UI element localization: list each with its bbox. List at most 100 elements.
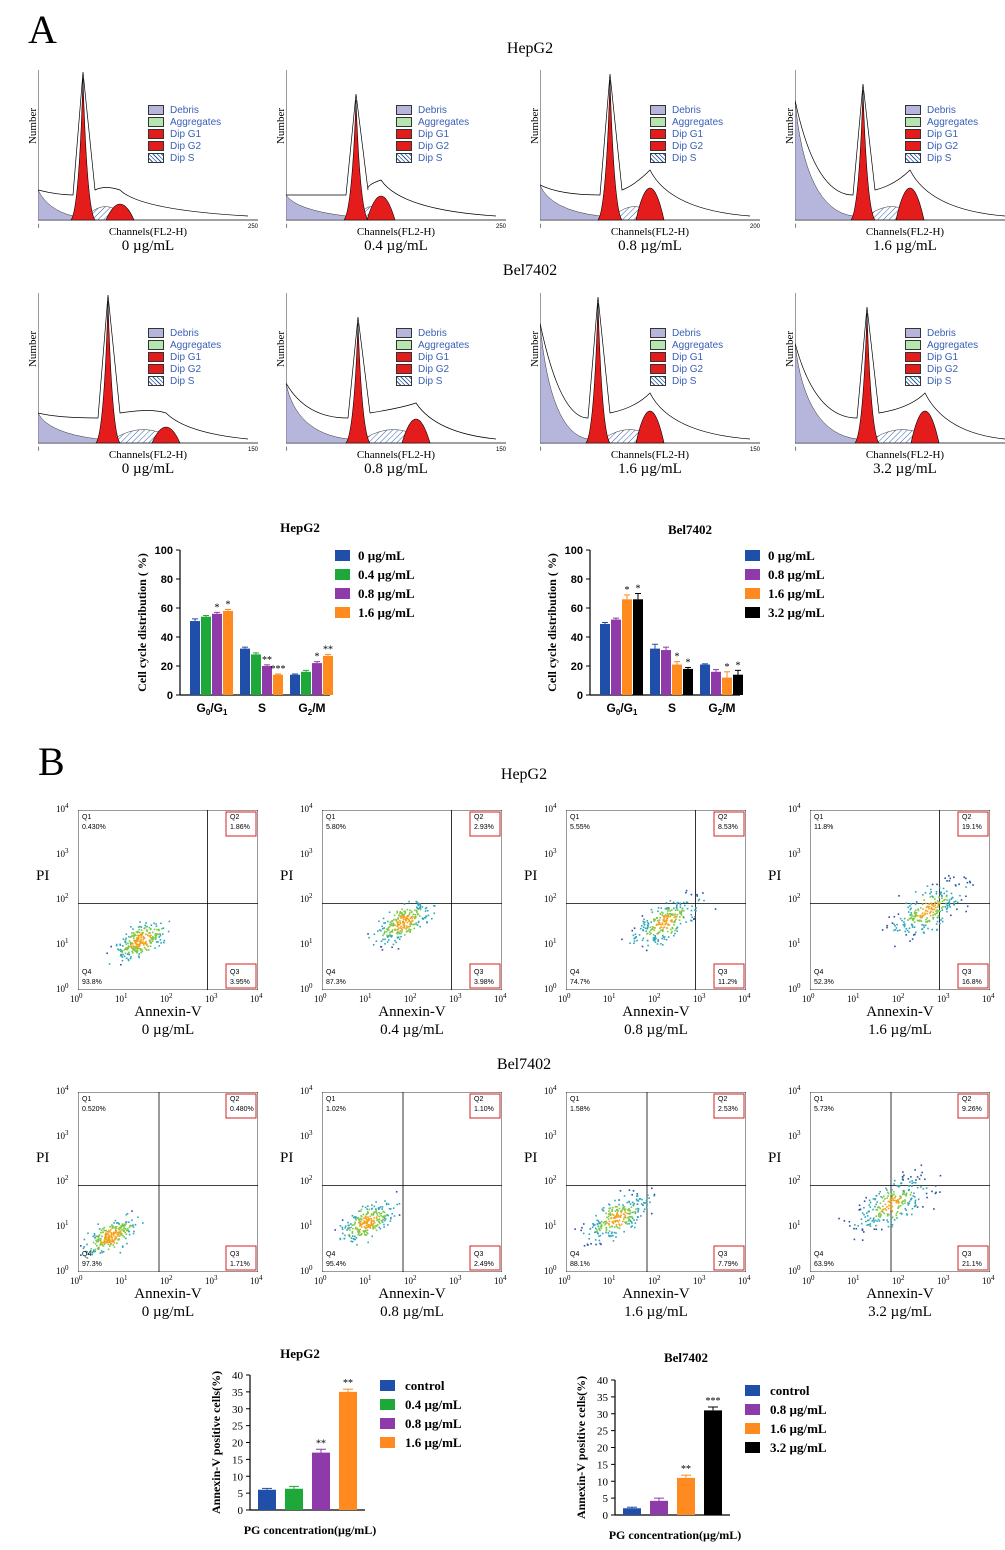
tick-base: 10 <box>847 994 856 1004</box>
tick-base: 10 <box>788 984 797 994</box>
x-tick-label: 101 <box>359 992 372 1004</box>
y-tick-label: 102 <box>300 892 313 904</box>
tick-base: 10 <box>544 984 553 994</box>
y-tick-label: 101 <box>788 1219 801 1231</box>
svg-text:150: 150 <box>496 447 507 453</box>
y-tick-label: 100 <box>788 1264 801 1276</box>
legend-item: Dip G1 <box>905 129 978 141</box>
tick-base: 10 <box>205 994 214 1004</box>
legend-label: Dip S <box>170 376 195 387</box>
legend-label: 0 µg/mL <box>358 548 405 563</box>
tick-base: 10 <box>892 994 901 1004</box>
tick-exponent: 2 <box>169 992 173 1000</box>
y-tick-label: 10 <box>597 1476 609 1488</box>
quadrant-name: Q1 <box>570 814 579 821</box>
quadrant-name: Q4 <box>814 1251 823 1258</box>
tick-exponent: 0 <box>553 1264 557 1272</box>
x-tick-label: 104 <box>982 1274 995 1286</box>
x-tick-label: 100 <box>70 1274 83 1286</box>
tick-base: 10 <box>802 1276 811 1286</box>
legend-label: Dip G1 <box>672 129 704 140</box>
legend-item: Aggregates <box>148 117 221 129</box>
legend-item: Aggregates <box>650 117 723 129</box>
svg-text:250: 250 <box>496 224 507 230</box>
tick-exponent: 4 <box>309 802 313 810</box>
y-axis-label: PI <box>280 868 294 884</box>
tick-exponent: 0 <box>309 1264 313 1272</box>
legend-swatch <box>745 1385 760 1396</box>
tick-exponent: 3 <box>65 1129 69 1137</box>
legend-swatch <box>905 117 921 128</box>
tick-base: 10 <box>250 1276 259 1286</box>
legend-swatch <box>650 376 666 387</box>
significance-mark: ** <box>343 1378 353 1389</box>
panel-letter-b: B <box>38 739 65 784</box>
flow-scatter-plot: Q1 5.55% Q2 8.53% Q3 11.2% Q4 74.7% <box>566 810 746 990</box>
bar <box>711 671 721 695</box>
legend-label: Debris <box>927 328 956 339</box>
tick-base: 10 <box>300 1131 309 1141</box>
tick-base: 10 <box>544 1131 553 1141</box>
y-tick-label: 35 <box>232 1387 244 1399</box>
bar <box>623 1508 641 1515</box>
tick-base: 10 <box>449 1276 458 1286</box>
y-tick-label: 5 <box>603 1493 609 1505</box>
x-tick-label: 100 <box>314 992 327 1004</box>
tick-base: 10 <box>544 894 553 904</box>
x-axis-label: Annexin-V <box>622 1004 690 1020</box>
histogram-legend: Debris Aggregates Dip G1 Dip G2 Dip S <box>905 105 978 165</box>
y-tick-label: 103 <box>544 1129 557 1141</box>
tick-base: 10 <box>788 939 797 949</box>
legend-swatch <box>148 117 164 128</box>
y-axis-label: Annexin-V positive cells(%) <box>574 1376 588 1519</box>
y-tick-label: 103 <box>788 1129 801 1141</box>
histogram-legend: Debris Aggregates Dip G1 Dip G2 Dip S <box>650 105 723 165</box>
concentration-caption: 3.2 µg/mL <box>873 461 937 477</box>
legend-swatch <box>745 588 760 599</box>
tick-exponent: 1 <box>612 992 616 1000</box>
bar <box>600 623 610 695</box>
legend-swatch <box>380 1380 395 1391</box>
x-axis-label: Channels(FL2-H) <box>610 449 690 461</box>
quadrant-name: Q1 <box>570 1096 579 1103</box>
y-tick-label: 104 <box>56 1084 69 1096</box>
tick-exponent: 3 <box>309 847 313 855</box>
tick-base: 10 <box>788 894 797 904</box>
tick-exponent: 0 <box>79 1274 83 1282</box>
legend-swatch <box>650 117 666 128</box>
tick-exponent: 1 <box>612 1274 616 1282</box>
x-tick-label: 104 <box>494 1274 507 1286</box>
legend-swatch <box>148 340 164 351</box>
legend-label: Debris <box>927 105 956 116</box>
y-tick-label: 104 <box>300 1084 313 1096</box>
histogram-plot: 0 150 <box>540 293 761 453</box>
bar <box>190 621 200 695</box>
legend-swatch <box>396 105 412 116</box>
legend-swatch <box>148 105 164 116</box>
y-axis-label: Number <box>529 330 541 368</box>
tick-base: 10 <box>788 1176 797 1186</box>
tick-base: 10 <box>300 849 309 859</box>
y-tick-label: 104 <box>544 1084 557 1096</box>
tick-exponent: 4 <box>259 992 263 1000</box>
x-tick-label: 103 <box>937 1274 950 1286</box>
y-tick-label: 0 <box>167 690 173 702</box>
legend-swatch <box>745 550 760 561</box>
tick-exponent: 1 <box>553 1219 557 1227</box>
quadrant-name: Q2 <box>962 1096 971 1103</box>
tick-exponent: 1 <box>65 937 69 945</box>
y-axis-label: PI <box>36 868 50 884</box>
x-tick-label: 103 <box>449 1274 462 1286</box>
quadrant-percentage: 2.53% <box>718 1106 738 1113</box>
quadrant-name: Q2 <box>230 1096 239 1103</box>
tick-exponent: 4 <box>991 1274 995 1282</box>
legend-label: Dip S <box>170 153 195 164</box>
tick-exponent: 3 <box>553 1129 557 1137</box>
y-tick-label: 20 <box>232 1438 244 1450</box>
quadrant-name: Q2 <box>230 814 239 821</box>
x-axis-label: Channels(FL2-H) <box>865 449 945 461</box>
quadrant-name: Q1 <box>326 1096 335 1103</box>
legend-label: Dip S <box>418 376 443 387</box>
legend-swatch <box>905 141 921 152</box>
tick-base: 10 <box>300 1176 309 1186</box>
